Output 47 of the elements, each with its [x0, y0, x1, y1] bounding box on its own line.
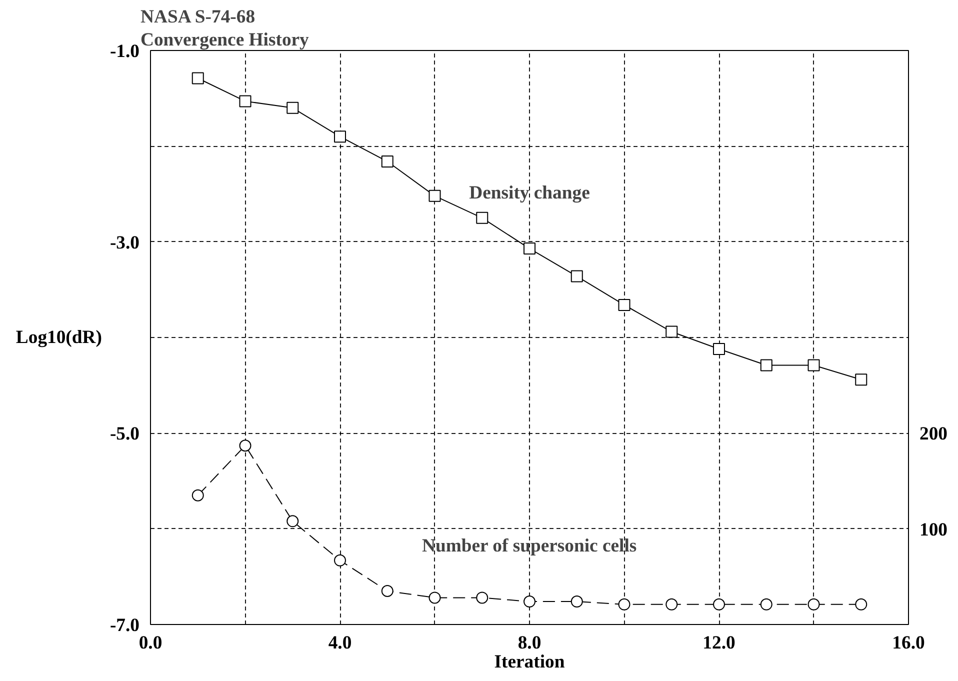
series-label: Density change	[469, 182, 590, 204]
y2-tick-label: 100	[920, 519, 948, 540]
point	[381, 155, 394, 168]
point	[618, 298, 630, 311]
point	[239, 440, 252, 452]
point	[524, 242, 536, 255]
point	[192, 489, 204, 502]
point	[808, 598, 820, 610]
x-tick-label: 8.0	[518, 632, 542, 654]
point	[760, 359, 772, 372]
text: Number of supersonic cells	[422, 536, 637, 557]
point	[286, 102, 299, 114]
point	[476, 212, 488, 224]
y2-tick-label: 200	[920, 424, 948, 445]
point	[855, 374, 868, 386]
point	[760, 598, 772, 610]
x-tick-label: 0.0	[138, 632, 162, 654]
x-tick-label: 16.0	[892, 632, 925, 654]
point	[381, 585, 394, 598]
point	[666, 598, 678, 610]
point	[618, 598, 630, 610]
point	[428, 190, 441, 202]
x-tick-label: 12.0	[702, 632, 736, 654]
y-tick-label: -7.0	[110, 615, 140, 636]
point	[476, 592, 488, 604]
y-tick-label: -1.0	[110, 41, 140, 62]
point	[570, 596, 583, 608]
point	[286, 515, 299, 528]
chart-title: NASA S-74-68	[140, 6, 256, 28]
point	[428, 592, 441, 604]
point	[334, 554, 346, 566]
point	[713, 342, 725, 355]
point	[855, 598, 868, 610]
point	[334, 130, 346, 143]
x-axis-title: Iteration	[494, 652, 566, 672]
point	[524, 596, 536, 608]
point	[808, 359, 820, 372]
point	[713, 598, 725, 610]
x-tick-label: 4.0	[328, 632, 352, 654]
y-tick-label: -5.0	[110, 424, 140, 445]
point	[666, 326, 678, 338]
y-axis-title: Log10(dR)	[16, 327, 102, 348]
point	[570, 270, 583, 282]
y-tick-label: -3.0	[110, 232, 140, 254]
point	[239, 95, 252, 108]
chart-subtitle: Convergence History	[140, 30, 310, 50]
point	[192, 72, 204, 84]
